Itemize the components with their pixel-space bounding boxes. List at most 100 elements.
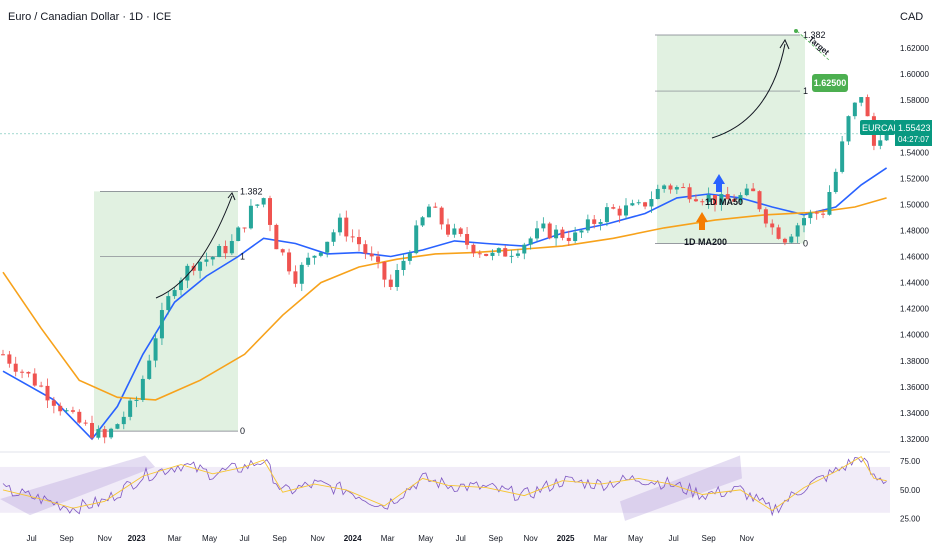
- time-tick-label: Mar: [381, 534, 395, 543]
- ma200-label: 1D MA200: [684, 237, 727, 247]
- price-tick-label: 1.34000: [900, 409, 929, 418]
- candle-body: [229, 241, 234, 254]
- price-tick-label: 1.32000: [900, 435, 929, 444]
- candle-body: [280, 249, 285, 253]
- candle-body: [515, 253, 520, 256]
- candle-body: [751, 188, 756, 192]
- candle-body: [789, 236, 794, 243]
- time-tick-label: Jul: [239, 534, 249, 543]
- candle-body: [179, 280, 183, 291]
- candle-body: [458, 228, 463, 235]
- candle-body: [325, 241, 330, 253]
- candle-body: [617, 208, 622, 216]
- candle-body: [579, 230, 584, 233]
- arrow-2023-head: [227, 192, 236, 201]
- candle-body: [439, 207, 444, 225]
- candle-body: [299, 264, 304, 284]
- candle-body: [630, 203, 635, 206]
- rsi-tick-label: 75.00: [900, 457, 921, 466]
- time-tick-label: Mar: [594, 534, 608, 543]
- candle-body: [248, 205, 253, 229]
- candle-body: [64, 410, 69, 412]
- candle-body: [20, 371, 25, 373]
- symbol-badge: EURCAD: [862, 123, 901, 133]
- candle-body: [357, 237, 361, 245]
- target-line: [796, 30, 830, 61]
- price-tick-label: 1.36000: [900, 383, 929, 392]
- candle-body: [26, 371, 31, 374]
- candle-body: [833, 171, 838, 193]
- time-tick-label: May: [628, 534, 643, 543]
- candle-body: [318, 252, 323, 256]
- candle-body: [446, 224, 450, 235]
- candle-body: [782, 238, 787, 243]
- ma200-arrow-icon: [696, 212, 708, 230]
- time-tick-label: Sep: [702, 534, 717, 543]
- candle-body: [109, 428, 114, 438]
- candle-body: [528, 238, 533, 245]
- candle-body: [407, 253, 412, 261]
- target-label: 1.62500: [814, 78, 847, 88]
- candle-body: [662, 185, 667, 189]
- time-tick-label: Sep: [489, 534, 504, 543]
- candle-body: [166, 296, 171, 311]
- candle-body: [821, 213, 826, 215]
- candle-body: [560, 229, 565, 238]
- time-tick-label: Sep: [272, 534, 287, 543]
- candle-body: [884, 130, 889, 141]
- candle-body: [770, 223, 775, 228]
- arrow-2025-head: [779, 38, 790, 50]
- candle-body: [1, 354, 5, 356]
- candle-body: [90, 422, 94, 438]
- candle-body: [484, 253, 489, 256]
- time-tick-label: 2024: [344, 534, 362, 543]
- candle-body: [566, 237, 571, 242]
- rsi-tick-label: 50.00: [900, 486, 921, 495]
- candle-body: [738, 195, 743, 202]
- price-tick-label: 1.52000: [900, 174, 929, 183]
- candle-body: [287, 252, 292, 272]
- time-tick-label: Sep: [59, 534, 74, 543]
- candle-body: [878, 140, 883, 146]
- candle-body: [255, 204, 260, 206]
- price-badge-bg: [895, 120, 932, 146]
- candle-body: [471, 244, 476, 254]
- price-tick-label: 1.42000: [900, 305, 929, 314]
- candle-body: [802, 218, 806, 226]
- arrow-2025-curve: [711, 43, 786, 139]
- candle-body: [674, 187, 679, 190]
- candle-body: [395, 270, 400, 287]
- candle-body: [624, 205, 628, 216]
- price-tick-label: 1.46000: [900, 253, 929, 262]
- candle-body: [159, 310, 164, 339]
- candle-body: [96, 429, 101, 438]
- candle-body: [477, 253, 482, 255]
- candle-body: [306, 257, 311, 265]
- ma50-line: [2, 167, 888, 441]
- candle-body: [744, 188, 749, 196]
- candle-body: [496, 248, 501, 253]
- fib-zones-layer: [94, 34, 805, 432]
- candle-body: [198, 261, 203, 271]
- time-tick-label: May: [202, 534, 217, 543]
- candle-body: [592, 219, 597, 224]
- candle-body: [852, 102, 857, 117]
- time-tick-label: Nov: [311, 534, 325, 543]
- price-tick-label: 1.48000: [900, 226, 929, 235]
- candle-body: [204, 259, 209, 262]
- candle-body: [535, 228, 539, 239]
- candle-body: [172, 290, 177, 297]
- candle-body: [700, 201, 705, 203]
- rsi-channel-2025: [620, 455, 742, 521]
- fib-2025-level-label: 1.382: [803, 30, 826, 40]
- fib-zone-2023: [94, 191, 238, 432]
- candle-body: [859, 97, 864, 103]
- candle-body: [585, 219, 590, 231]
- fib-zone-2025: [657, 35, 805, 244]
- fib-2023-level-label: 0: [240, 426, 245, 436]
- candle-body: [611, 207, 616, 209]
- candle-body: [776, 227, 781, 239]
- candle-body: [344, 217, 349, 237]
